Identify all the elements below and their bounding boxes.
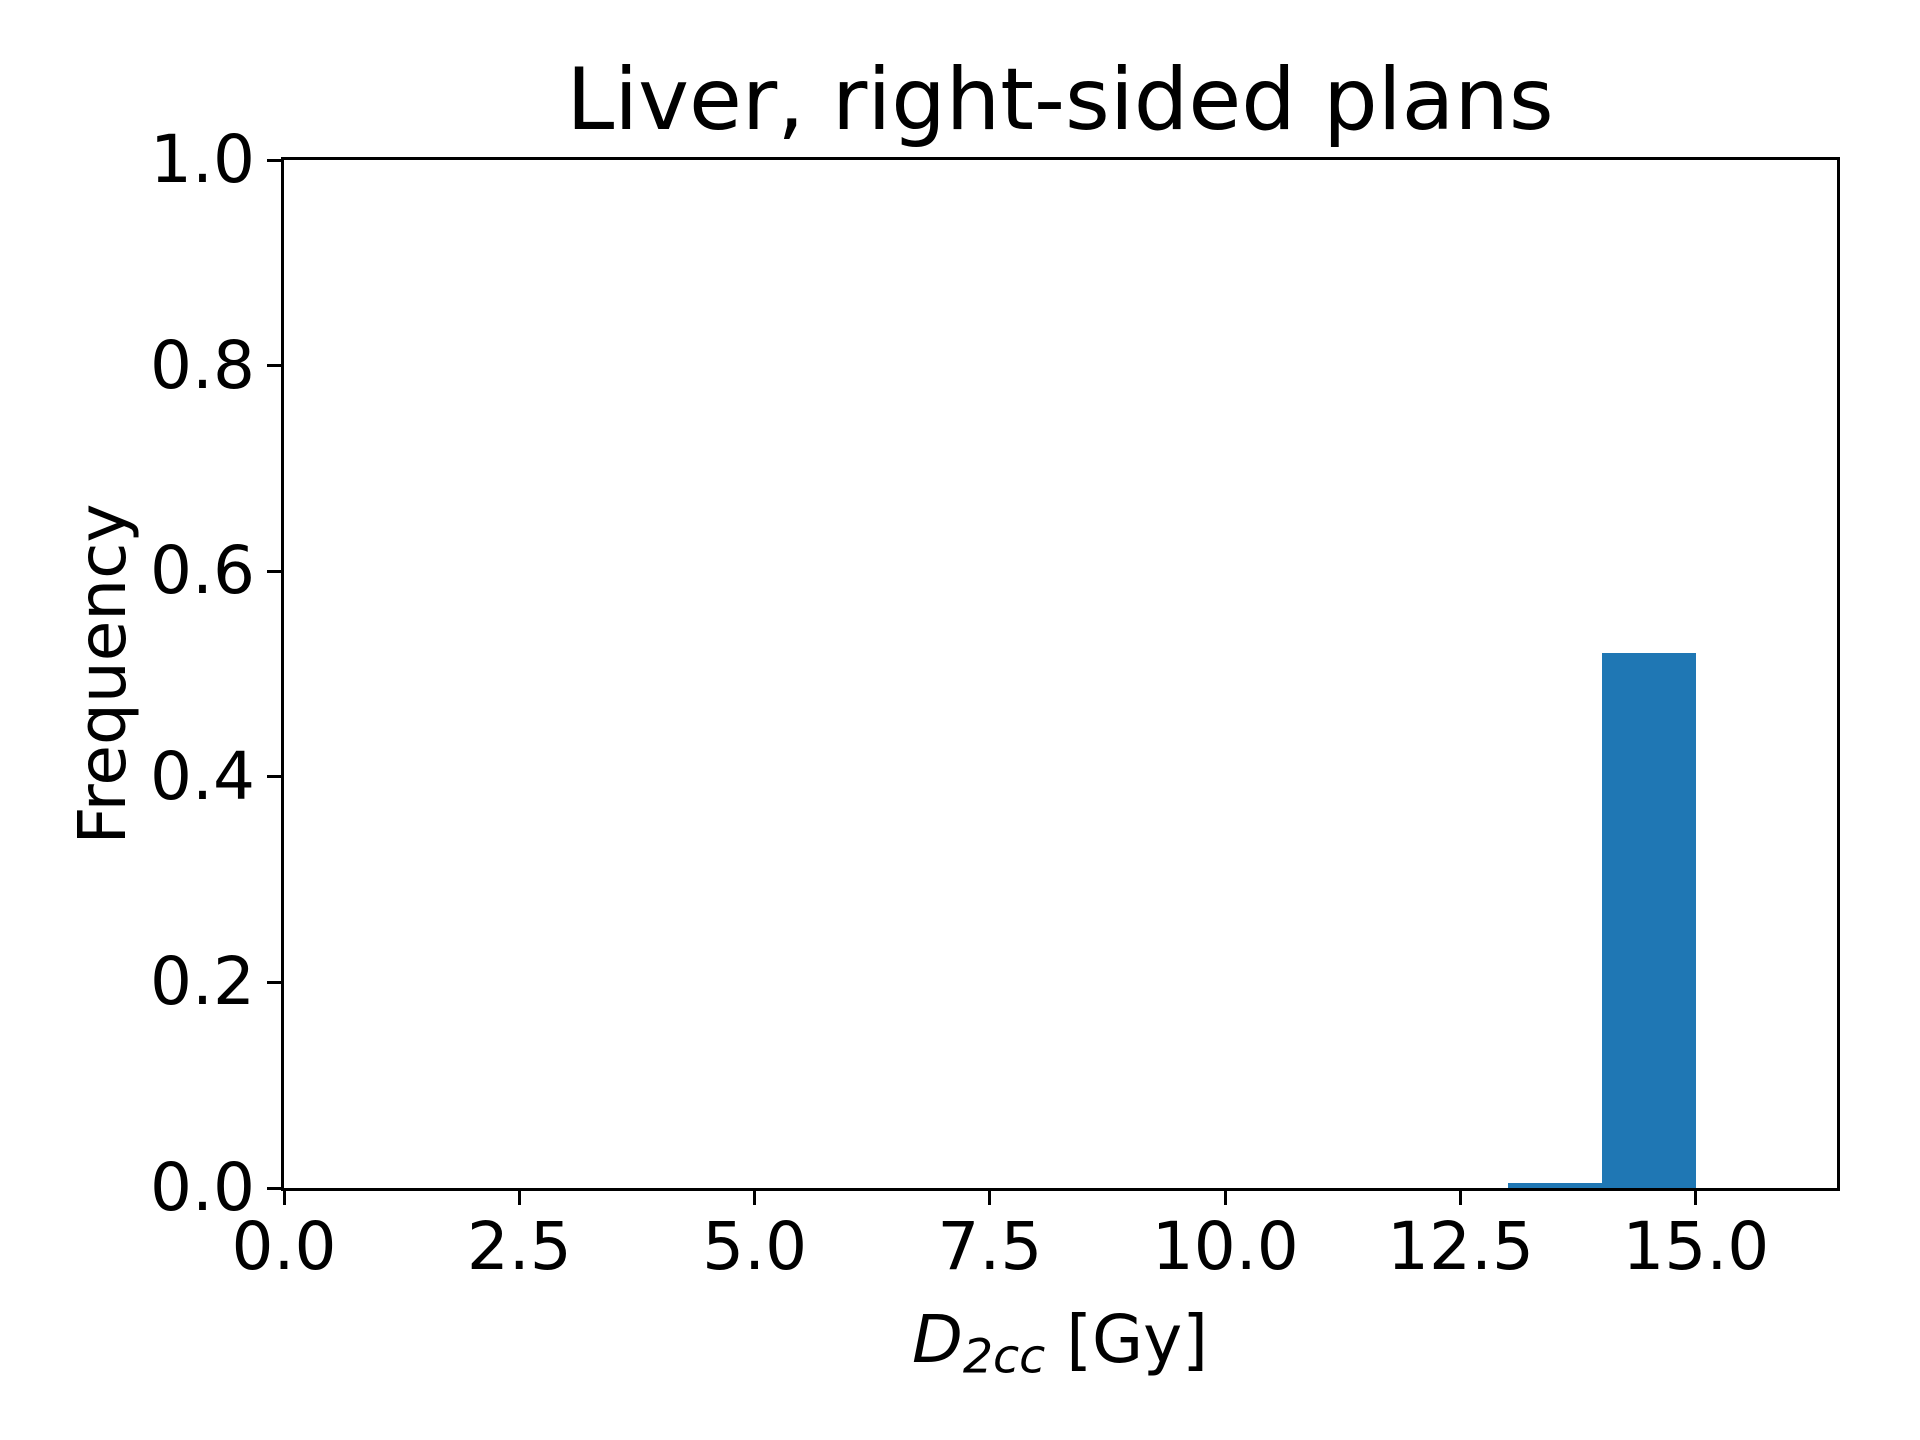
x-tick-mark [988, 1191, 992, 1205]
x-tick-label: 5.0 [702, 1208, 808, 1285]
x-axis-label: D2cc [Gy] [912, 1307, 1208, 1381]
x-tick-label: 10.0 [1151, 1208, 1299, 1285]
plot-area-border [281, 157, 1840, 1191]
histogram-bar [1507, 1182, 1602, 1188]
y-tick-label: 0.2 [150, 943, 255, 1021]
x-tick-label: 2.5 [466, 1208, 572, 1285]
chart-title: Liver, right-sided plans [566, 50, 1554, 150]
y-tick-mark [267, 775, 281, 779]
x-tick-mark [1223, 1191, 1227, 1205]
y-tick-mark [267, 158, 281, 162]
y-tick-label: 1.0 [150, 121, 255, 198]
x-axis-label-part: D [912, 1301, 963, 1378]
x-tick-label: 7.5 [937, 1208, 1043, 1285]
x-tick-label: 0.0 [231, 1208, 337, 1285]
y-axis-label: Frequency [64, 503, 141, 845]
y-tick-mark [267, 980, 281, 984]
x-tick-mark [1459, 1191, 1462, 1205]
y-tick-label: 0.8 [150, 326, 255, 404]
y-tick-label: 0.0 [150, 1149, 255, 1226]
x-axis-label-part: [Gy] [1045, 1301, 1208, 1378]
plot-area [284, 160, 1837, 1188]
x-tick-label: 12.5 [1387, 1208, 1534, 1285]
x-tick-mark [517, 1191, 521, 1205]
y-tick-label: 0.4 [150, 737, 255, 815]
x-tick-mark [282, 1191, 286, 1205]
x-tick-mark [753, 1191, 757, 1205]
x-axis-label-part: 2cc [962, 1329, 1046, 1385]
y-tick-mark [267, 1186, 281, 1190]
y-tick-mark [267, 569, 281, 573]
y-tick-mark [267, 364, 281, 368]
x-tick-label: 15.0 [1622, 1208, 1770, 1285]
histogram-bar [1601, 653, 1696, 1188]
x-tick-mark [1694, 1191, 1698, 1205]
y-tick-label: 0.6 [150, 532, 255, 610]
